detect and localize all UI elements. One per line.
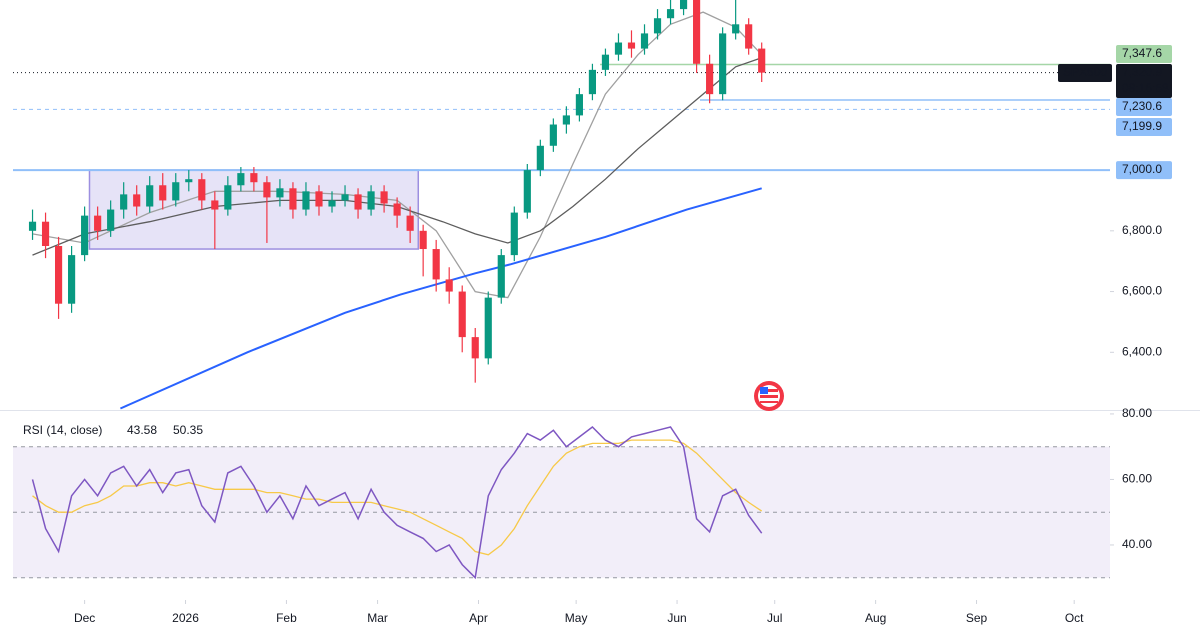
candle-body bbox=[81, 215, 89, 256]
symbol-tag bbox=[1058, 64, 1112, 82]
candle-body bbox=[706, 63, 714, 95]
candle-body bbox=[575, 94, 583, 116]
countdown: 08:16:58 bbox=[1122, 81, 1169, 95]
rsi-title: RSI (14, close) bbox=[23, 423, 102, 437]
price-tag bbox=[1116, 64, 1172, 98]
candle-body bbox=[523, 170, 531, 213]
price-tag bbox=[1116, 118, 1172, 136]
candle-body bbox=[745, 24, 753, 49]
candle-body bbox=[224, 185, 232, 210]
candle-body bbox=[406, 215, 414, 231]
symbol-label: SPX500 bbox=[1063, 65, 1107, 79]
candle-body bbox=[159, 185, 167, 201]
candle-body bbox=[250, 173, 258, 183]
candle-body bbox=[732, 24, 740, 34]
candle-body bbox=[549, 124, 557, 146]
candle-body bbox=[289, 188, 297, 210]
candle-body bbox=[432, 249, 440, 280]
price-tag-label: 7,000.0 bbox=[1122, 162, 1162, 176]
price-tag-label: 7,199.9 bbox=[1122, 119, 1162, 133]
rsi-y-tick-label: 80.00 bbox=[1122, 406, 1152, 420]
price-tag bbox=[1116, 98, 1172, 116]
candle-body bbox=[588, 69, 597, 95]
moving-average bbox=[119, 187, 762, 410]
rsi-y-tick-label: 40.00 bbox=[1122, 537, 1152, 551]
candle-body bbox=[380, 191, 388, 204]
candle-body bbox=[263, 182, 271, 198]
candle-body bbox=[458, 291, 466, 338]
candle-body bbox=[172, 182, 180, 201]
candle-body bbox=[133, 194, 141, 207]
y-tick-label: 6,800.0 bbox=[1122, 223, 1162, 237]
x-tick-label: Dec bbox=[74, 611, 95, 625]
x-tick-label: Feb bbox=[276, 611, 297, 625]
rsi-value: 43.58 bbox=[127, 423, 157, 437]
candle-body bbox=[679, 0, 688, 10]
y-tick-label: 6,600.0 bbox=[1122, 284, 1162, 298]
candle-body bbox=[68, 255, 76, 304]
candle-body bbox=[614, 42, 623, 55]
candle-body bbox=[640, 33, 649, 49]
candle-body bbox=[471, 337, 479, 359]
candle-body bbox=[107, 209, 115, 231]
candle-body bbox=[562, 115, 570, 125]
x-tick-label: May bbox=[565, 611, 588, 625]
candle-body bbox=[693, 0, 701, 64]
candle-body bbox=[367, 191, 375, 210]
candle-body bbox=[41, 221, 50, 246]
x-tick-label: Oct bbox=[1065, 611, 1084, 625]
candle-body bbox=[510, 212, 518, 256]
moving-average bbox=[32, 57, 762, 256]
rsi-ma-line bbox=[32, 439, 763, 556]
y-tick-label: 6,400.0 bbox=[1122, 344, 1162, 358]
x-tick-label: Jun bbox=[667, 611, 686, 625]
candle-body bbox=[120, 194, 128, 210]
price-tag-label: 7,347.6 bbox=[1122, 46, 1162, 60]
candle-body bbox=[28, 221, 37, 231]
candle-body bbox=[146, 185, 154, 207]
rsi-y-tick-label: 60.00 bbox=[1122, 472, 1152, 486]
candle-body bbox=[185, 179, 193, 183]
price-tag bbox=[1116, 161, 1172, 180]
price-tag-label: 7,230.6 bbox=[1122, 99, 1162, 113]
x-tick-label: Mar bbox=[367, 611, 388, 625]
candle-body bbox=[354, 194, 362, 210]
candle-body bbox=[719, 33, 727, 95]
price-tag-label: 7,320.9 bbox=[1122, 65, 1162, 79]
candle-body bbox=[758, 48, 766, 73]
x-tick-label: Sep bbox=[966, 611, 988, 625]
candle-body bbox=[211, 200, 219, 210]
candle-body bbox=[393, 203, 401, 216]
candle-body bbox=[302, 191, 310, 210]
candle-body bbox=[237, 173, 245, 186]
x-tick-label: Jul bbox=[767, 611, 782, 625]
candle-body bbox=[328, 200, 336, 207]
candle-body bbox=[484, 297, 492, 359]
price-tag bbox=[1116, 45, 1172, 63]
price-pane bbox=[13, 0, 1110, 410]
x-tick-label: Aug bbox=[865, 611, 886, 625]
candle-body bbox=[627, 42, 636, 49]
candle-body bbox=[666, 9, 675, 19]
candle-body bbox=[315, 191, 323, 207]
rsi-band bbox=[13, 446, 1110, 578]
candle-body bbox=[445, 279, 453, 292]
x-tick-label: 2026 bbox=[172, 611, 199, 625]
candle-body bbox=[601, 54, 610, 70]
candle-body bbox=[536, 145, 544, 171]
rsi-ma-value: 50.35 bbox=[173, 423, 203, 437]
candle-body bbox=[341, 194, 349, 201]
flag-icon bbox=[754, 381, 784, 411]
candle-body bbox=[653, 18, 662, 34]
candle-body bbox=[54, 246, 63, 304]
candle-body bbox=[276, 188, 284, 198]
candle-body bbox=[497, 255, 505, 298]
candle-body bbox=[94, 215, 102, 231]
candle-body bbox=[419, 230, 427, 250]
x-tick-label: Apr bbox=[469, 611, 488, 625]
rsi-line bbox=[31, 426, 763, 580]
candle-body bbox=[198, 179, 206, 201]
